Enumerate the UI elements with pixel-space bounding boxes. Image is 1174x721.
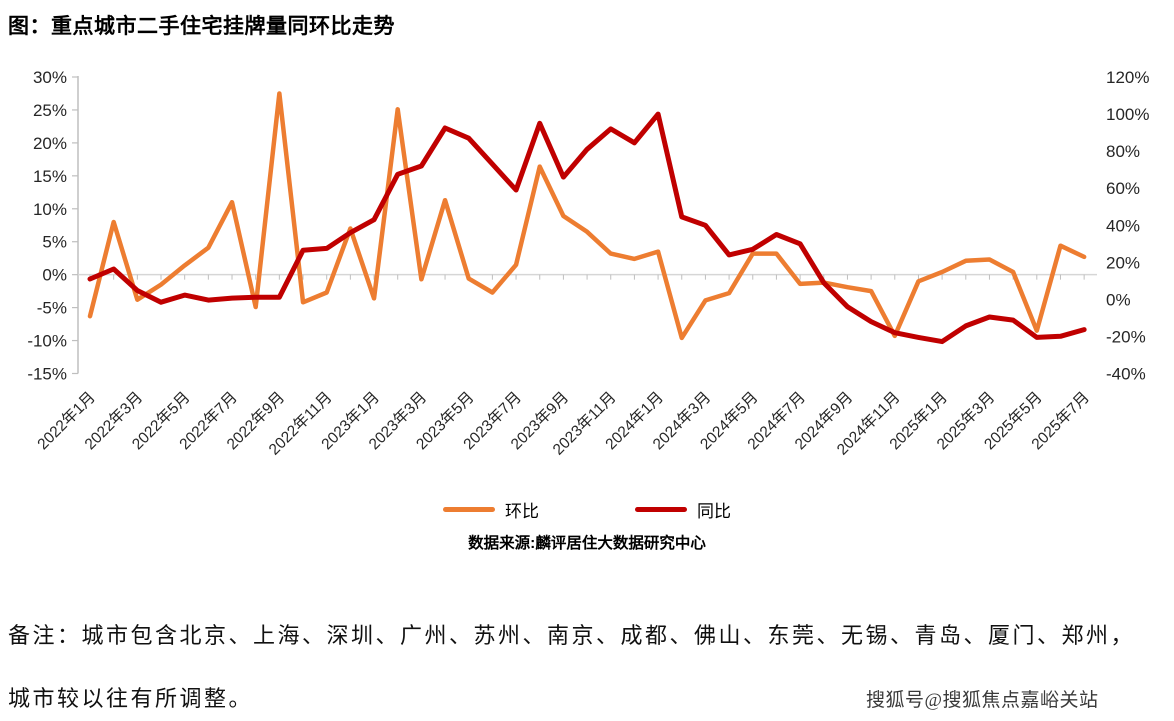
mom-line xyxy=(87,91,1087,341)
watermark: 搜狐号@搜狐焦点嘉峪关站 xyxy=(866,690,1099,711)
right-axis-tick-label: 100% xyxy=(1106,105,1149,124)
mom-line-swatch xyxy=(443,507,495,512)
left-axis-tick-label: 5% xyxy=(42,233,67,252)
left-axis-tick-label: -10% xyxy=(27,332,67,351)
legend-item-mom: 环比 xyxy=(443,497,539,522)
line-chart: 30% 25% 20% 15% 10% 5% 0% -5% -10% -15% 120% 100% 80… xyxy=(27,68,1149,459)
left-axis-tick-label: 0% xyxy=(42,266,67,285)
left-axis-tick-label: 30% xyxy=(33,68,67,87)
right-axis-tick-label: 80% xyxy=(1106,142,1140,161)
left-axis-tick-label: -5% xyxy=(37,299,67,318)
right-axis-tick-label: 60% xyxy=(1106,179,1140,198)
right-axis-tick-label: -20% xyxy=(1106,327,1146,346)
yoy-line-swatch xyxy=(635,507,687,512)
legend-item-yoy: 同比 xyxy=(635,497,731,522)
left-axis-tick-label: 15% xyxy=(33,167,67,186)
left-axis-tick-label: -15% xyxy=(27,365,67,384)
left-axis-tick-label: 25% xyxy=(33,101,67,120)
left-axis-tick-label: 10% xyxy=(33,200,67,219)
yoy-line xyxy=(87,111,1087,345)
chart-title: 图：重点城市二手住宅挂牌量同环比走势 xyxy=(8,15,395,38)
right-axis-tick-label: 40% xyxy=(1106,216,1140,235)
left-axis-tick-label: 20% xyxy=(33,134,67,153)
right-axis-tick-label: -40% xyxy=(1106,365,1146,384)
data-source: 数据来源:麟评居住大数据研究中心 xyxy=(468,535,706,552)
right-axis-tick-label: 20% xyxy=(1106,253,1140,272)
right-axis-tick-label: 0% xyxy=(1106,290,1131,309)
note-line-1: 备注：城市包含北京、上海、深圳、广州、苏州、南京、成都、佛山、东莞、无锡、青岛、… xyxy=(8,623,1136,648)
right-axis-tick-label: 120% xyxy=(1106,68,1149,87)
legend-label-mom: 环比 xyxy=(505,502,539,521)
chart-legend: 环比 同比 xyxy=(0,497,1174,522)
legend-label-yoy: 同比 xyxy=(697,502,731,521)
note-line-2: 城市较以往有所调整。 xyxy=(8,686,254,711)
